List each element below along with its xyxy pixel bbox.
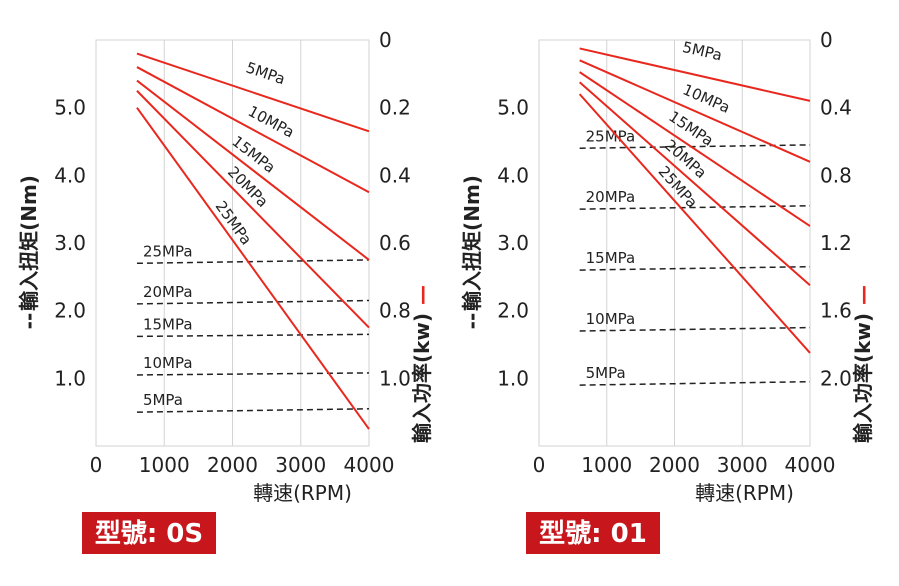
power-line xyxy=(136,66,370,194)
left-tick-label: 3.0 xyxy=(497,231,529,255)
torque-line-label: 20MPa xyxy=(143,283,193,301)
left-tick-label: 5.0 xyxy=(497,96,529,120)
power-line xyxy=(579,47,811,102)
power-line xyxy=(578,93,811,354)
torque-line-label: 25MPa xyxy=(143,242,193,260)
power-line xyxy=(136,107,370,430)
torque-line-label: 15MPa xyxy=(143,315,193,333)
power-line xyxy=(579,59,811,163)
power-line-label: 10MPa xyxy=(245,102,297,141)
torque-line xyxy=(136,372,370,376)
left-axis-title: 輸入扭矩(Nm) xyxy=(17,175,41,311)
right-tick-label: 2.0 xyxy=(820,366,852,390)
torque-line xyxy=(579,326,811,332)
x-tick-label: 4000 xyxy=(785,453,836,477)
left-tick-label: 4.0 xyxy=(54,163,86,187)
left-axis-marker: -- xyxy=(17,313,41,330)
right-axis-marker: — xyxy=(410,285,434,305)
right-tick-label: 1.6 xyxy=(820,299,852,323)
right-axis-title: 輸入功率(kw) xyxy=(851,313,875,443)
left-tick-label: 5.0 xyxy=(54,96,86,120)
right-tick-label: 1.2 xyxy=(820,231,852,255)
right-tick-label: 0.4 xyxy=(820,96,852,120)
torque-line-label: 5MPa xyxy=(143,391,183,409)
right-tick-label: 0.2 xyxy=(379,96,411,120)
torque-line xyxy=(136,333,370,338)
power-line xyxy=(578,81,811,287)
right-tick-label: 1.0 xyxy=(379,366,411,390)
torque-line xyxy=(136,299,370,305)
power-line xyxy=(579,71,811,227)
x-tick-label: 3000 xyxy=(275,453,326,477)
right-tick-label: 0.8 xyxy=(379,299,411,323)
left-axis-title: 輸入扭矩(Nm) xyxy=(460,175,484,311)
right-axis-title: 輸入功率(kw) xyxy=(410,313,434,443)
model-badge xyxy=(82,512,216,554)
x-axis-title: 轉速(RPM) xyxy=(253,481,352,505)
torque-line-label: 10MPa xyxy=(143,354,193,372)
power-line-label: 5MPa xyxy=(681,38,724,64)
right-tick-label: 0.4 xyxy=(379,163,411,187)
torque-line xyxy=(579,265,811,271)
torque-line-label: 10MPa xyxy=(586,310,636,328)
torque-line xyxy=(136,408,370,413)
left-tick-label: 4.0 xyxy=(497,163,529,187)
left-axis-marker: -- xyxy=(460,313,484,330)
model-badge-label: 型號: 0S xyxy=(95,519,203,549)
torque-line xyxy=(579,205,811,210)
left-tick-label: 3.0 xyxy=(54,231,86,255)
right-tick-label: 0.8 xyxy=(820,163,852,187)
power-line xyxy=(136,90,370,329)
x-tick-label: 1000 xyxy=(139,453,190,477)
model-badge xyxy=(526,512,660,554)
x-tick-label: 0 xyxy=(90,453,103,477)
power-line xyxy=(136,52,370,133)
x-tick-label: 2000 xyxy=(207,453,258,477)
torque-line xyxy=(579,380,811,386)
x-tick-label: 2000 xyxy=(649,453,700,477)
torque-line xyxy=(136,259,370,265)
x-tick-label: 1000 xyxy=(581,453,632,477)
right-tick-label: 0 xyxy=(379,28,392,52)
left-tick-label: 1.0 xyxy=(54,366,86,390)
left-tick-label: 2.0 xyxy=(54,299,86,323)
model-badge-label: 型號: 01 xyxy=(539,519,647,549)
x-tick-label: 3000 xyxy=(717,453,768,477)
x-tick-label: 0 xyxy=(533,453,546,477)
right-tick-label: 0.6 xyxy=(379,231,411,255)
right-tick-label: 0 xyxy=(820,28,833,52)
left-tick-label: 1.0 xyxy=(497,366,529,390)
x-tick-label: 4000 xyxy=(344,453,395,477)
right-axis-marker: — xyxy=(851,285,875,305)
x-axis-title: 轉速(RPM) xyxy=(695,481,794,505)
left-tick-label: 2.0 xyxy=(497,299,529,323)
power-line xyxy=(136,79,370,261)
torque-line-label: 15MPa xyxy=(586,249,636,267)
power-line-label: 5MPa xyxy=(244,58,288,88)
power-line-label: 10MPa xyxy=(680,80,733,116)
torque-line-label: 20MPa xyxy=(586,188,636,206)
torque-line-label: 5MPa xyxy=(586,364,626,382)
torque-line-label: 25MPa xyxy=(586,127,636,145)
